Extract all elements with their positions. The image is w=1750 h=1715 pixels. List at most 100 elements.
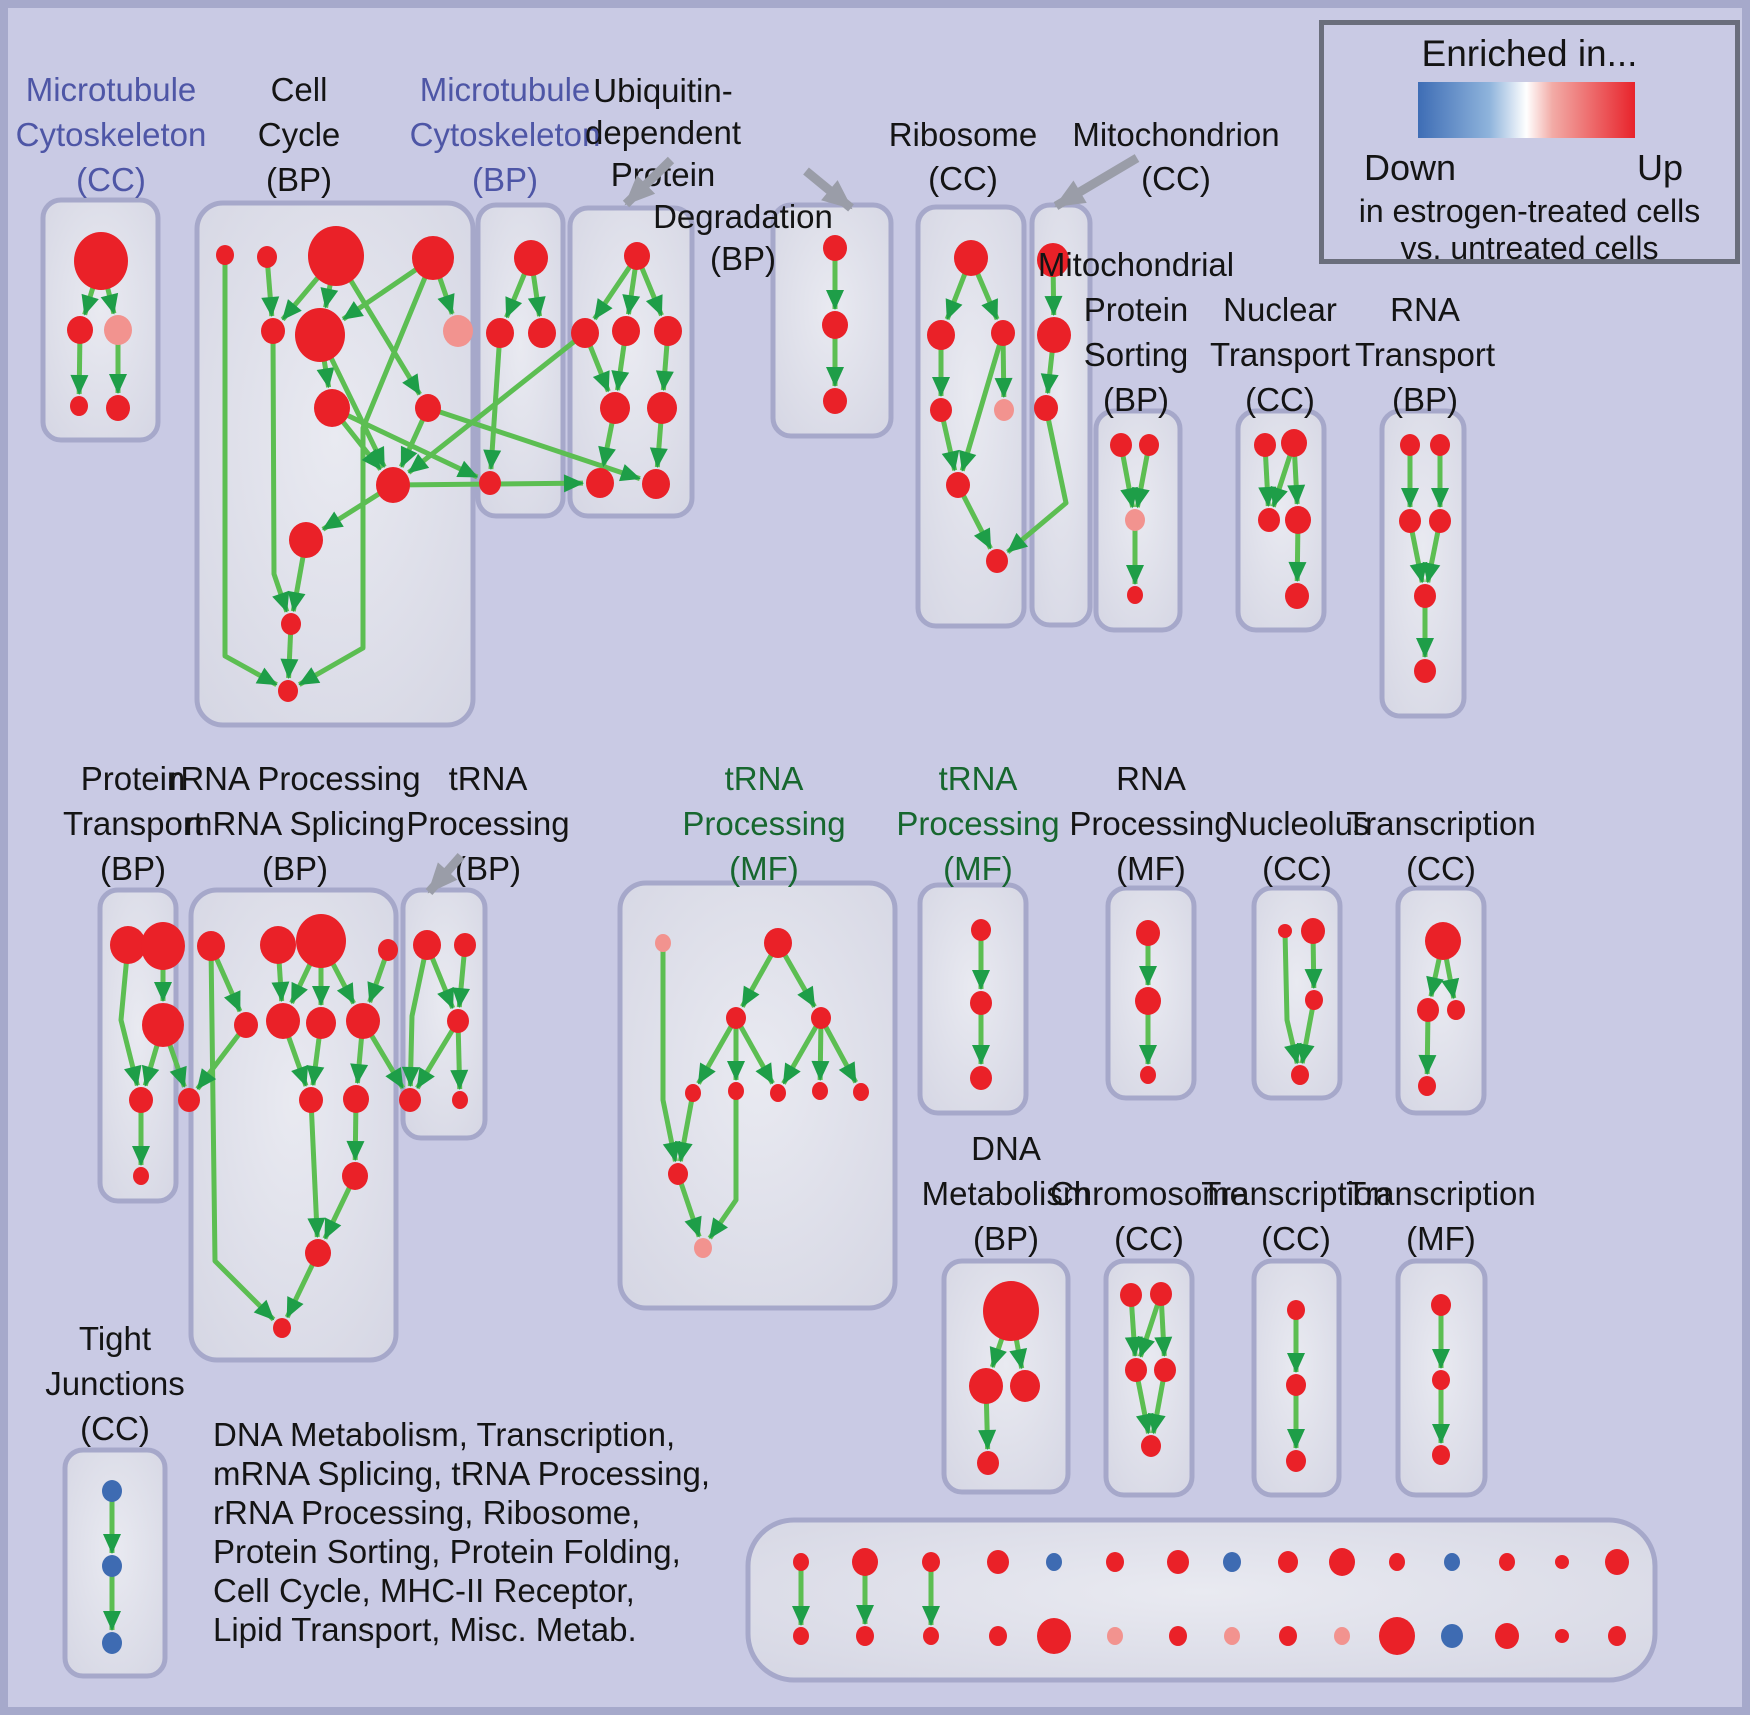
go-network-diagram: Microtubule Cytoskeleton (CC) Cell Cycle (BP)… (16, 71, 1658, 1683)
cluster-label-trna-processing-mf-1-line2: (MF) (729, 850, 799, 887)
go-term-node-g6b (1169, 1626, 1187, 1646)
cluster-label-chromosome-line0: Chromosome (1050, 1175, 1248, 1212)
go-term-node-tb3 (447, 1009, 469, 1033)
go-term-node-x3 (1286, 1450, 1306, 1472)
go-term-node-rt4 (1429, 509, 1451, 533)
go-term-node-t3 (726, 1007, 746, 1029)
go-term-node-q2 (260, 926, 296, 964)
go-term-node-p5 (133, 1167, 149, 1185)
cluster-label-trna-processing-bp-line1: Processing (406, 805, 569, 842)
go-term-node-mp1 (1110, 433, 1132, 457)
cluster-label-trna-processing-mf-2-line0: tRNA (939, 760, 1018, 797)
go-term-node-rb5 (994, 399, 1014, 421)
cluster-label-ubiquitin-label-bottom-line1: (BP) (710, 240, 776, 277)
go-term-node-g7b (1224, 1627, 1240, 1645)
cluster-label-mitochondrial-protein-sorting-line2: Sorting (1084, 336, 1189, 373)
go-term-node-g12t (1499, 1553, 1515, 1571)
cluster-label-microtubule-cytoskeleton-bp-line0: Microtubule (420, 71, 591, 108)
go-term-node-p4 (129, 1087, 153, 1113)
go-term-node-rt6 (1414, 659, 1436, 683)
go-term-node-g12b (1495, 1623, 1519, 1649)
edge-t3-t7 (733, 1016, 775, 1085)
cluster-label-protein-transport-line0: Protein (81, 760, 186, 797)
note-line: DNA Metabolism, Transcription, (213, 1416, 676, 1453)
edge-t10-t11 (675, 1173, 702, 1238)
cluster-label-dna-metabolism-line2: (BP) (973, 1220, 1039, 1257)
go-term-node-rt3 (1399, 509, 1421, 533)
cluster-label-microtubule-cytoskeleton-cc-line2: (CC) (76, 161, 146, 198)
cluster-labels: Microtubule Cytoskeleton (CC) Cell Cycle (BP)… (16, 71, 1536, 1447)
cluster-label-transcription-mf-line1: (MF) (1406, 1220, 1476, 1257)
go-term-node-x2 (1286, 1374, 1306, 1396)
cluster-label-ubiquitin-label-top-line1: dependent (585, 114, 741, 151)
cluster-label-microtubule-cytoskeleton-cc-line0: Microtubule (26, 71, 197, 108)
go-term-node-tj3 (102, 1632, 122, 1654)
cluster-label-tight-junctions-line0: Tight (79, 1320, 151, 1357)
cluster-box-rrna-mrna (188, 887, 399, 1363)
edge-n3-n4 (1296, 999, 1317, 1065)
go-term-node-um2 (647, 392, 677, 424)
go-term-node-g14b (1608, 1626, 1626, 1646)
edge-c5-c12 (270, 330, 290, 613)
go-term-node-q13 (273, 1318, 291, 1338)
go-term-node-g14t (1605, 1549, 1629, 1575)
go-term-node-y3 (1432, 1445, 1450, 1465)
go-term-node-t8 (812, 1082, 828, 1100)
go-term-node-rb6 (946, 472, 970, 498)
go-term-node-nt5 (1285, 583, 1309, 609)
go-term-node-g9b (1334, 1627, 1350, 1645)
go-term-node-d3 (1010, 1370, 1040, 1402)
go-term-node-tb5 (452, 1091, 468, 1109)
go-term-node-tj1 (102, 1480, 122, 1502)
go-term-node-r3 (1140, 1066, 1156, 1084)
go-term-node-rb3 (991, 320, 1015, 346)
go-term-node-tb2 (454, 933, 476, 957)
cluster-label-tight-junctions-line1: Junctions (45, 1365, 184, 1402)
go-term-node-r2 (1135, 987, 1161, 1015)
go-term-node-tc3 (1447, 1000, 1465, 1020)
callout-arrows (425, 154, 1140, 895)
callout-arrow-ubiquitin-to-right-box (803, 167, 854, 212)
cluster-box-bottom-strip (745, 1517, 1658, 1683)
go-term-node-g8t (1278, 1551, 1298, 1573)
cluster-label-transcription-cc-mid-line0: Transcription (1346, 805, 1536, 842)
cluster-label-microtubule-cytoskeleton-bp-line2: (BP) (472, 161, 538, 198)
go-term-node-c10 (376, 467, 410, 503)
callout-arrow-trna-bp-to-box (425, 853, 465, 895)
go-term-node-g3b (989, 1626, 1007, 1646)
go-term-node-c2 (257, 246, 277, 268)
go-term-node-nt1 (1254, 433, 1276, 457)
cluster-label-rna-transport-line0: RNA (1390, 291, 1460, 328)
go-term-node-t10 (668, 1163, 688, 1185)
cluster-label-dna-metabolism-line1: Metabolism (922, 1175, 1091, 1212)
go-term-node-tb4 (399, 1088, 421, 1112)
cluster-label-nuclear-transport-line2: (CC) (1245, 381, 1315, 418)
cluster-label-transcription-cc-mid-line1: (CC) (1406, 850, 1476, 887)
cluster-label-cell-cycle-line1: Cycle (258, 116, 341, 153)
edge-c8-mb4 (330, 405, 479, 480)
go-term-node-g2t (922, 1552, 940, 1572)
go-term-node-u32 (822, 311, 848, 339)
edge-c4-c13 (298, 257, 436, 687)
go-term-node-tc2 (1417, 998, 1439, 1022)
note-line: Cell Cycle, MHC-II Receptor, (213, 1572, 635, 1609)
go-term-node-ch5 (1141, 1435, 1161, 1457)
edge-n1-n4 (1282, 930, 1302, 1065)
go-term-node-ch2 (1150, 1282, 1172, 1306)
cluster-label-trna-processing-mf-1-line1: Processing (682, 805, 845, 842)
edge-t4-t9 (818, 1016, 858, 1084)
edge-t1-t10 (660, 943, 681, 1163)
edge-t3-t5 (696, 1016, 739, 1085)
go-term-node-p1 (110, 926, 146, 964)
go-term-node-u33 (823, 388, 847, 414)
go-term-node-g6t (1167, 1550, 1189, 1574)
go-term-node-ub2 (612, 316, 640, 346)
cluster-label-microtubule-cytoskeleton-cc-line1: Cytoskeleton (16, 116, 207, 153)
edge-q5-q0 (195, 1023, 248, 1091)
cluster-label-tight-junctions-line2: (CC) (80, 1410, 150, 1447)
edge-tb3-tb4 (415, 1019, 461, 1090)
go-term-node-c12 (281, 613, 301, 635)
go-term-node-g1t (852, 1548, 878, 1576)
cluster-label-nuclear-transport-line0: Nuclear (1223, 291, 1337, 328)
go-term-node-rb4 (930, 398, 952, 422)
